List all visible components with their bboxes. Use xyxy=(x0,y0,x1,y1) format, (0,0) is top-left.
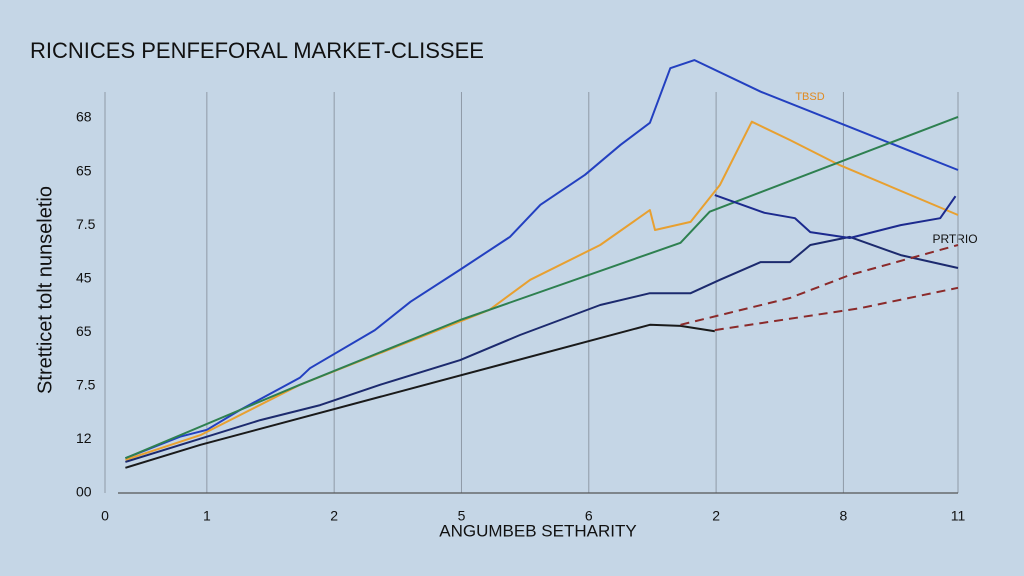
x-tick-label: 11 xyxy=(951,508,966,524)
line xyxy=(714,194,957,239)
x-tick-label: 8 xyxy=(840,508,848,524)
y-tick-label: 7.5 xyxy=(76,377,96,393)
y-tick-label: 65 xyxy=(76,162,92,178)
line xyxy=(714,286,959,332)
line xyxy=(125,115,959,460)
line xyxy=(680,244,959,326)
y-tick-label: 68 xyxy=(76,109,92,125)
x-axis-label: ANGUMBEB SETHARITY xyxy=(439,521,636,540)
y-tick-label: 65 xyxy=(76,323,92,339)
x-tick-label: 5 xyxy=(458,508,466,524)
x-tick-label: 2 xyxy=(330,508,338,524)
chart-title: RICNICES PENFEFORAL MARKET-CLISSEE xyxy=(30,38,484,63)
line xyxy=(125,323,715,469)
x-tick-label: 6 xyxy=(585,508,593,524)
x-tick-label: 2 xyxy=(712,508,720,524)
x-tick-label: 0 xyxy=(101,508,109,524)
y-tick-label: 12 xyxy=(76,430,92,446)
y-tick-label: 7.5 xyxy=(76,216,96,232)
y-tick-label: 00 xyxy=(76,484,92,500)
annotation: TBSD xyxy=(795,91,824,103)
y-tick-label: 45 xyxy=(76,269,92,285)
x-tick-label: 1 xyxy=(203,508,211,524)
line xyxy=(125,235,959,463)
annotation: PRTRIO xyxy=(932,232,977,246)
y-axis-label: Stretticet tolt nunseletio xyxy=(34,186,56,394)
